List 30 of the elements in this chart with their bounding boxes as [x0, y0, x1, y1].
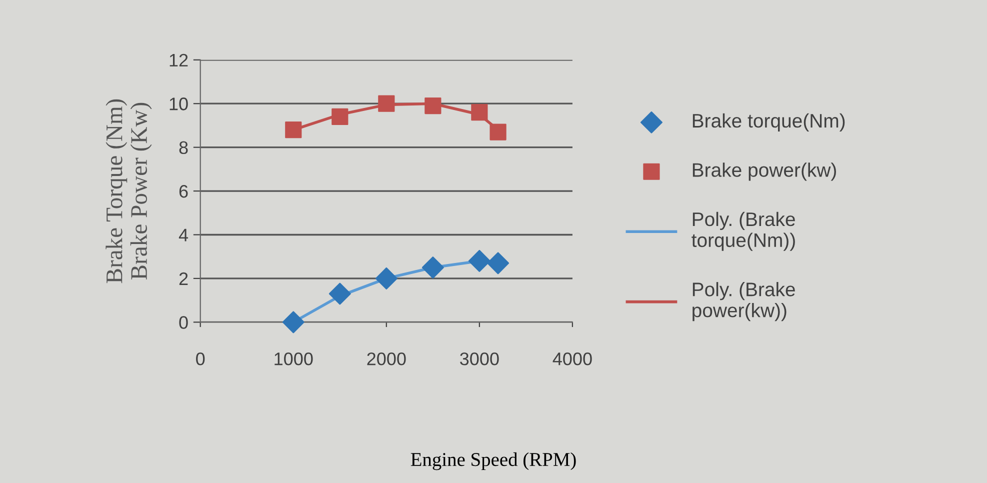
point	[282, 311, 304, 334]
point	[375, 267, 398, 290]
point	[487, 252, 510, 274]
y-tick-label: 4	[178, 228, 188, 242]
point	[332, 108, 348, 126]
legend-label: Brake torque(Nm)	[692, 113, 845, 132]
x-tick-label: 0	[196, 352, 205, 366]
point	[285, 122, 302, 138]
x-tick-label: 1000	[274, 352, 313, 366]
point	[424, 97, 442, 114]
y-tick-label: 12	[170, 54, 188, 66]
y-tick-label: 6	[179, 184, 188, 198]
x-tick-label: 2000	[367, 352, 406, 366]
point	[471, 104, 488, 121]
y-axis-title: Brake Torque (Nm) Brake Power (Kw)	[106, 99, 152, 284]
point	[328, 282, 351, 305]
point	[490, 124, 506, 140]
x-tick-label: 4000	[552, 352, 592, 366]
point	[378, 95, 395, 112]
point	[468, 250, 490, 272]
y-tick-label: 10	[170, 98, 188, 110]
legend-label: Poly. (Brake power(kw))	[692, 282, 795, 322]
y-tick-label: 2	[179, 272, 188, 285]
y-tick-label: 0	[179, 316, 188, 329]
point	[422, 256, 444, 279]
y-tick-label: 8	[179, 141, 188, 154]
legend-label: Poly. (Brake torque(Nm))	[692, 212, 795, 251]
legend-label: Brake power(kw)	[692, 162, 836, 181]
x-axis-title: Engine Speed (RPM)	[410, 452, 576, 470]
x-tick-label: 3000	[460, 352, 499, 366]
